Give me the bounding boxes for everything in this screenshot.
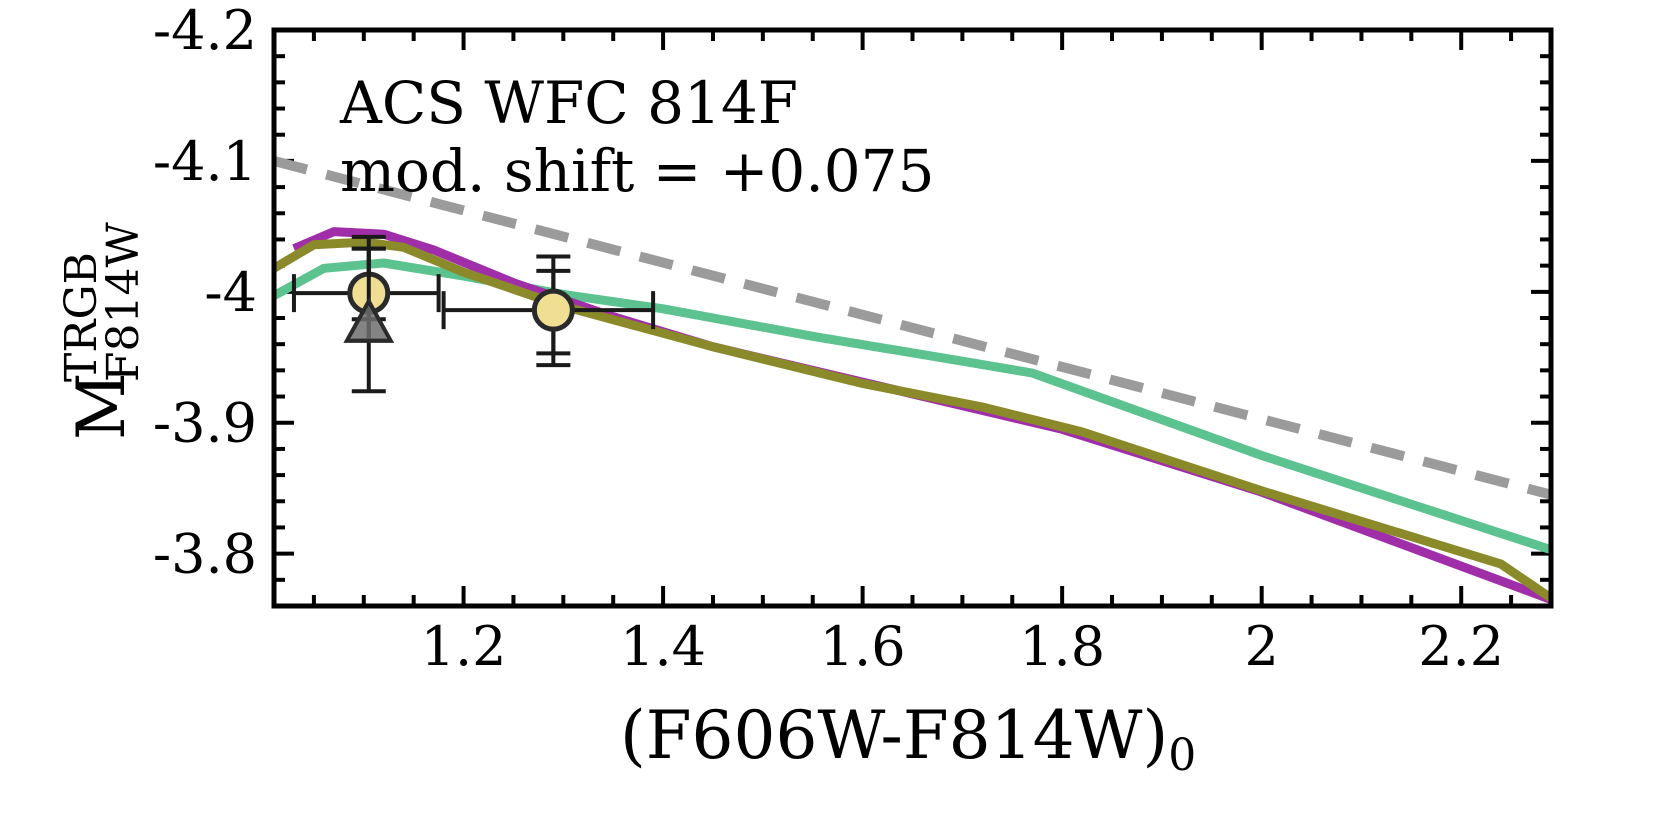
y-axis-label-main: M [63,372,140,440]
y-tick-label: -4 [204,261,257,324]
annotation-instrument: ACS WFC 814F [339,69,798,137]
x-axis-label: (F606W-F814W)0 [620,697,1196,781]
points-layer [291,234,656,394]
y-axis-label-sub: F814W [98,221,149,382]
y-axis-label: M TRGB F814W [56,221,149,440]
plot-frame [271,27,1554,609]
y-tick-label: -4.1 [153,130,257,193]
series-line-purple-model [292,227,1551,604]
x-tick-label: 1.6 [820,615,906,678]
triangle-point-marker [343,297,395,343]
x-tick-label: 1.2 [421,615,507,678]
annotation-mod-shift: mod. shift = +0.075 [340,137,934,205]
y-axis-label-sup: TRGB [56,252,107,382]
x-tick-label: 2.2 [1418,615,1504,678]
x-axis-label-sub: 0 [1168,730,1196,781]
x-tick-label: 2 [1245,615,1279,678]
series-line-olive-model [274,237,1551,602]
x-tick-label: 1.4 [620,615,706,678]
series-layer [274,156,1551,604]
x-axis-label-main: (F606W-F814W) [620,697,1168,774]
series-line-dashed-reference [274,156,1551,500]
y-tick-label: -4.2 [153,0,257,62]
series-line-green-model [274,258,1551,554]
x-tick-label: 1.8 [1019,615,1105,678]
y-tick-label: -3.9 [153,392,257,455]
y-tick-label: -3.8 [153,523,257,586]
tick-label-layer: 1.2 1.4 1.6 1.8 2 2.2 -4.2 -4.1 -4 -3.9 -3.8 [153,0,1504,678]
circle-point-2-marker [531,288,575,332]
